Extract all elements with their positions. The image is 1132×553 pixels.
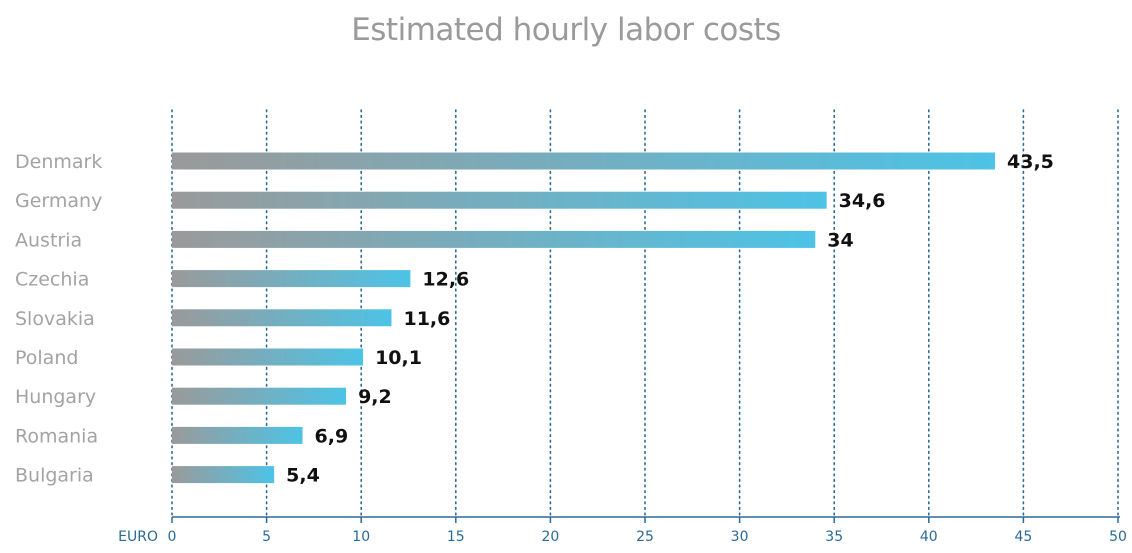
value-label: 11,6	[403, 308, 450, 330]
value-label: 10,1	[375, 347, 422, 369]
value-label: 9,2	[358, 386, 392, 408]
bar	[172, 387, 347, 405]
bar	[172, 230, 816, 248]
category-label: Germany	[15, 190, 102, 212]
category-label: Slovakia	[15, 308, 95, 330]
category-label: Hungary	[15, 386, 96, 408]
tick-label: 40	[920, 529, 938, 545]
category-label: Romania	[15, 425, 98, 447]
category-label: Poland	[15, 347, 78, 369]
x-axis: EURO	[118, 516, 1120, 545]
chart-title: Estimated hourly labor costs	[351, 12, 781, 48]
category-label: Bulgaria	[15, 465, 94, 487]
value-label: 12,6	[422, 269, 469, 291]
category-label: Czechia	[15, 269, 89, 291]
category-label: Denmark	[15, 151, 102, 173]
value-label: 34,6	[839, 190, 886, 212]
category-labels: Denmark Germany Austria Czechia Slovakia Pola…	[15, 151, 102, 487]
bar	[172, 348, 364, 366]
bar	[172, 466, 275, 484]
value-label: 43,5	[1007, 151, 1054, 173]
value-label: 34	[827, 229, 853, 251]
bar	[172, 426, 303, 444]
value-label: 5,4	[286, 465, 320, 487]
tick-label: 20	[541, 529, 559, 545]
value-labels: 43,5 34,6 34 12,6 11,6 10,1 9,2 6,9 5,4	[286, 151, 1054, 487]
bar	[172, 152, 996, 170]
x-axis-unit-label: EURO	[118, 529, 158, 545]
bar	[172, 191, 827, 209]
tick-label: 50	[1109, 529, 1127, 545]
bars	[172, 152, 996, 484]
tick-label: 15	[447, 529, 465, 545]
tick-label: 30	[731, 529, 749, 545]
tick-labels: 0 5 10 15 20 25 30 35 40 45 50	[168, 517, 1127, 545]
tick-label: 25	[636, 529, 654, 545]
tick-label: 10	[352, 529, 370, 545]
category-label: Austria	[15, 229, 82, 251]
tick-label: 5	[262, 529, 271, 545]
tick-label: 0	[168, 529, 177, 545]
value-label: 6,9	[315, 425, 349, 447]
tick-label: 35	[825, 529, 843, 545]
tick-label: 45	[1014, 529, 1032, 545]
bar	[172, 270, 411, 288]
bar	[172, 309, 392, 327]
